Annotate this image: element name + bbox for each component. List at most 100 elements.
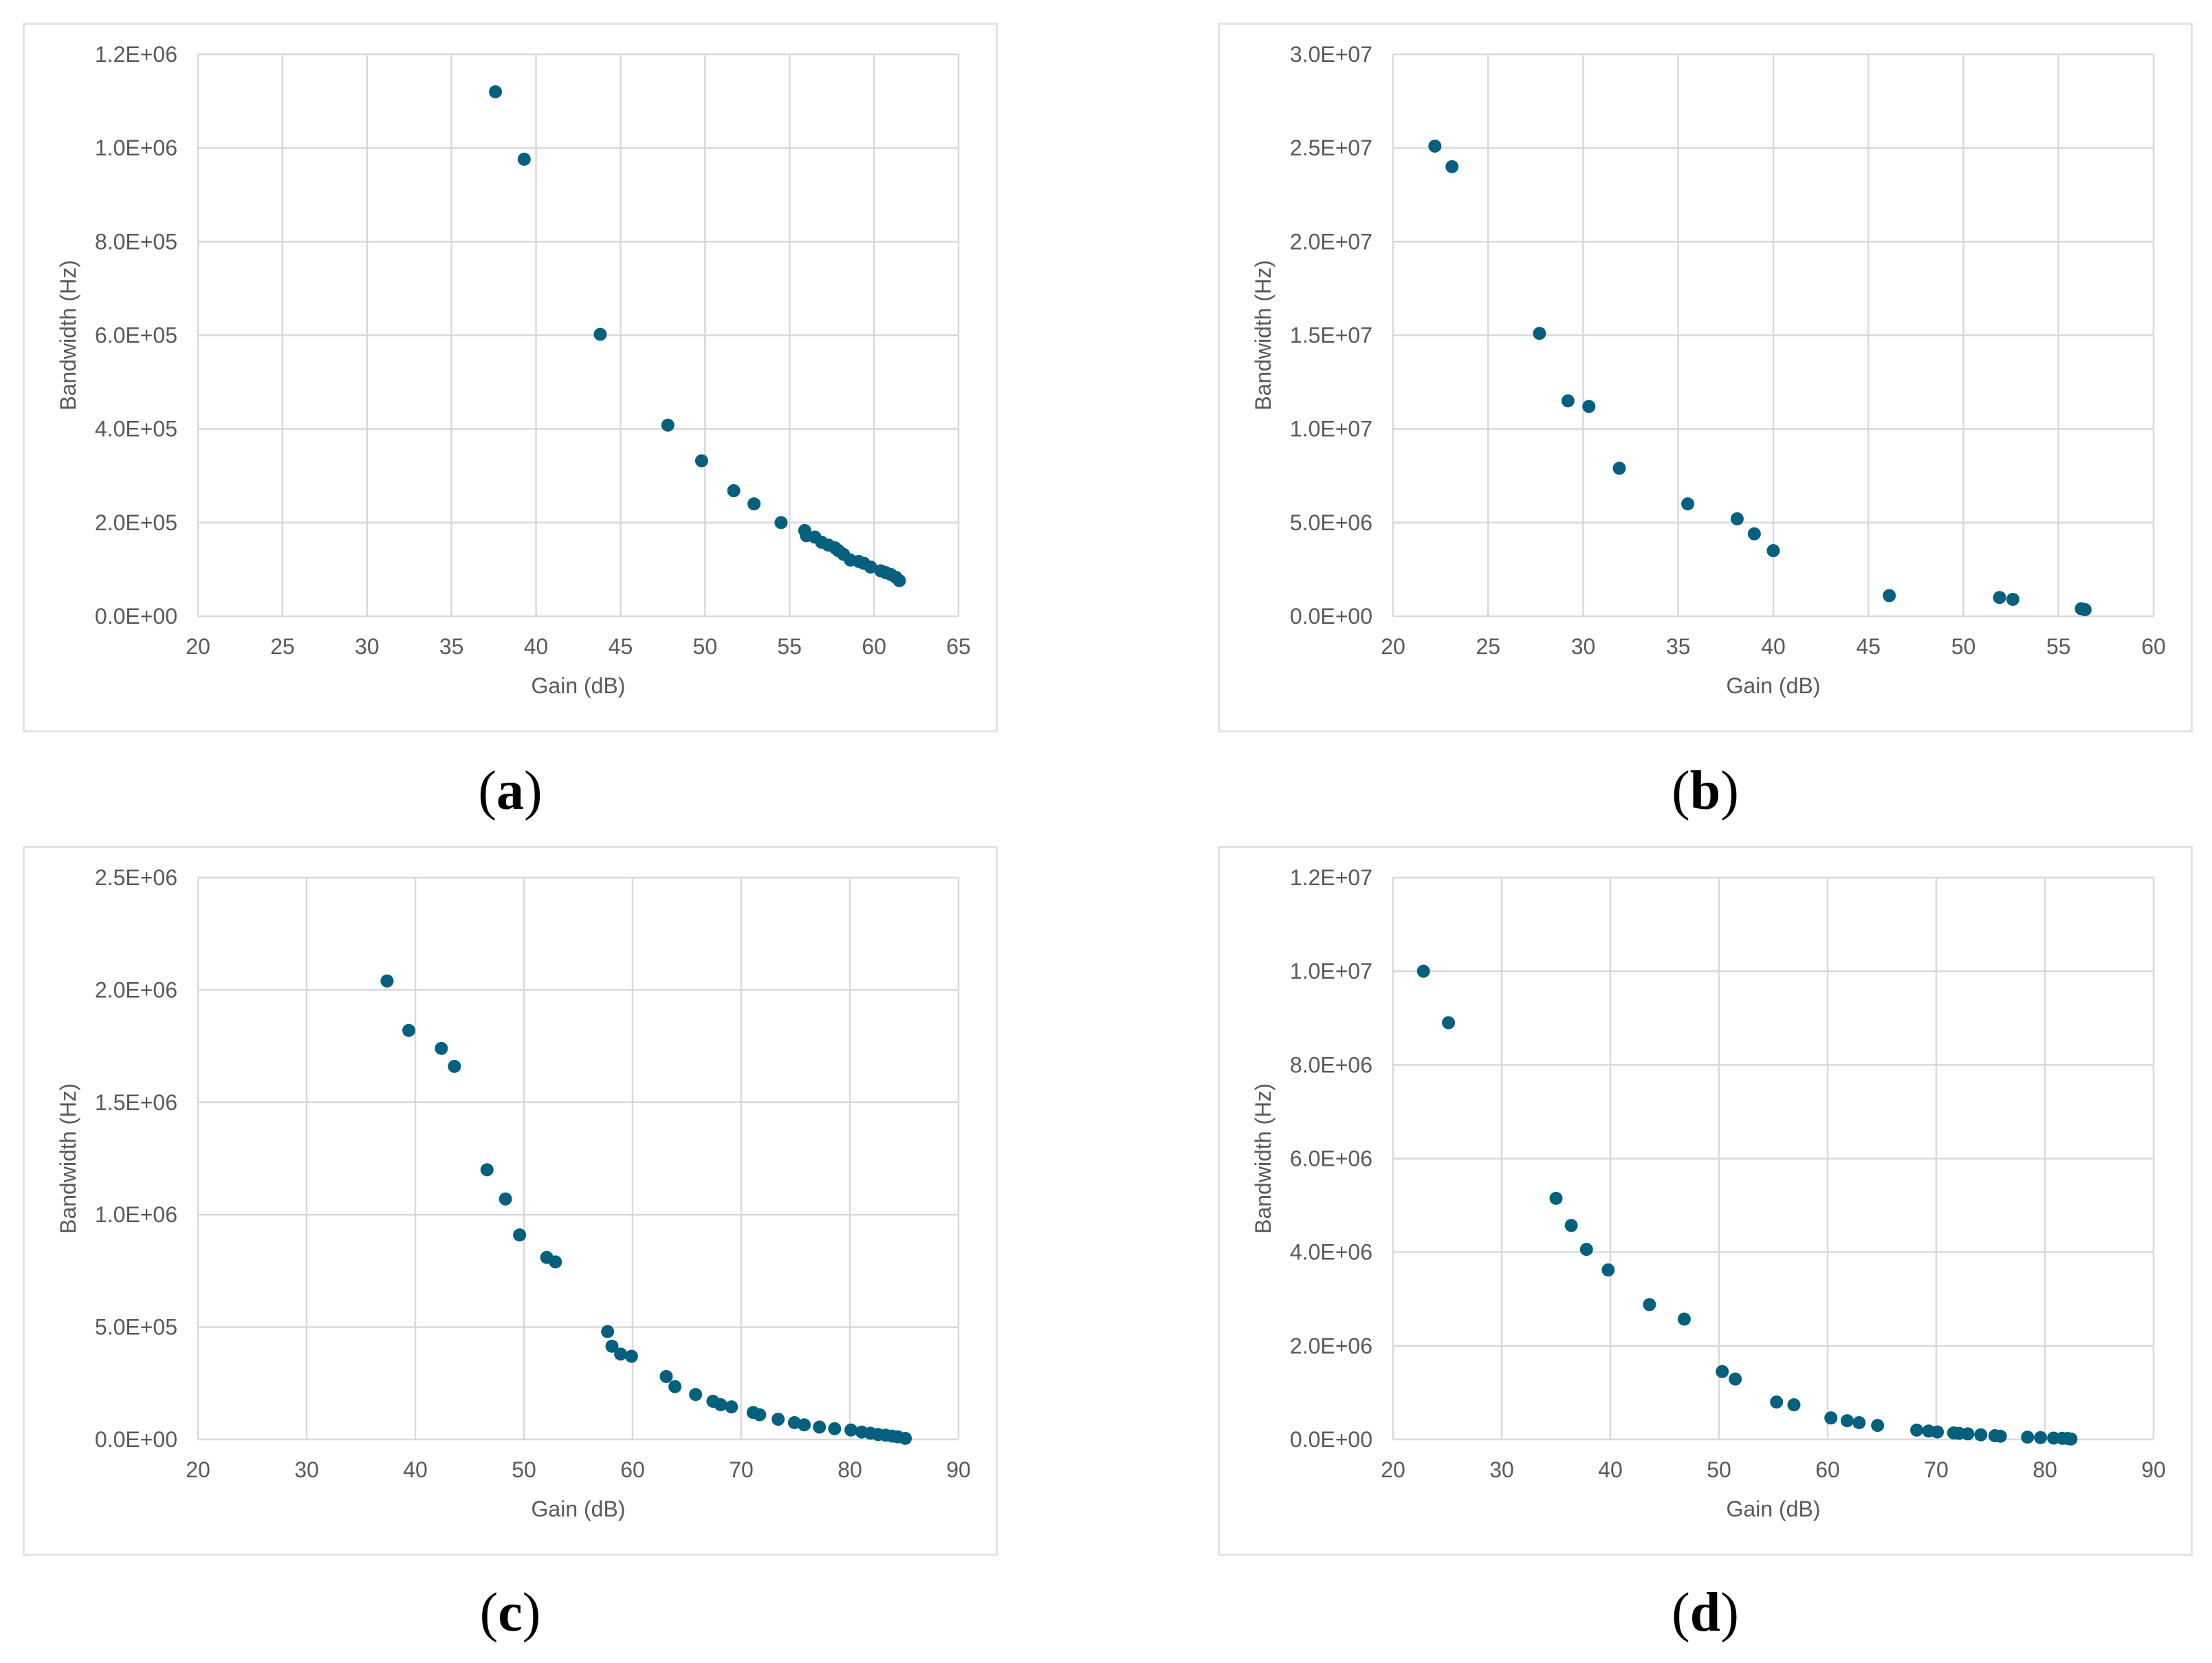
chart-c-point-20: [753, 1408, 767, 1422]
chart-a-xtick-label: 55: [777, 634, 802, 659]
chart-c-point-11: [614, 1347, 628, 1361]
chart-c-xtick-label: 60: [620, 1457, 645, 1482]
chart-c-xtick-label: 50: [512, 1457, 536, 1482]
chart-a-yaxis-label: Bandwidth (Hz): [56, 260, 80, 411]
chart-c-point-25: [828, 1422, 842, 1435]
chart-b-ytick-label: 1.5E+07: [1290, 323, 1372, 348]
chart-c-point-8: [549, 1255, 562, 1269]
chart-d-point-2: [1549, 1191, 1563, 1205]
chart-b-point-8: [1747, 527, 1761, 541]
chart-c-point-13: [659, 1369, 673, 1383]
chart-d-point-12: [1824, 1411, 1838, 1425]
chart-b-point-9: [1766, 544, 1780, 558]
chart-c-xtick-label: 70: [729, 1457, 754, 1482]
chart-a-xtick-label: 35: [439, 634, 464, 659]
chart-a-xtick-label: 45: [609, 634, 633, 659]
chart-panel-d: 20 30 40 50 60 70 80 90 0.0E+00 2.0E+06 4.0E+06 6.0…: [1218, 846, 2193, 1556]
chart-c-ytick-label: 1.5E+06: [95, 1090, 177, 1115]
chart-d-point-4: [1579, 1243, 1593, 1257]
chart-b-xtick-label: 30: [1571, 634, 1596, 659]
chart-c-point-22: [787, 1415, 801, 1429]
chart-a-svg: 20 25 30 35 40 45 50 55 60 65 0.0E+00 2.0E+05 4.0E+0…: [56, 42, 971, 698]
chart-a-ytick-label: 4.0E+05: [95, 417, 177, 442]
chart-d-ytick-label: 6.0E+06: [1290, 1146, 1372, 1171]
chart-panel-b: 20 25 30 35 40 45 50 55 60 0.0E+00 5.0E+06 1.0E+07 1…: [1218, 23, 2193, 732]
caption-b: (b): [1672, 761, 1739, 821]
chart-b-xtick-label: 45: [1856, 634, 1881, 659]
chart-a-point-5: [727, 484, 741, 498]
chart-d-ytick-label: 4.0E+06: [1290, 1240, 1372, 1265]
chart-a-ytick-label: 1.0E+06: [95, 135, 177, 160]
chart-d-point-7: [1677, 1312, 1691, 1326]
chart-b-xtick-label: 35: [1666, 634, 1691, 659]
chart-b-point-2: [1533, 327, 1546, 340]
chart-d-point-10: [1770, 1395, 1784, 1409]
chart-d-xtick-label: 90: [2141, 1457, 2166, 1482]
chart-c-point-5: [499, 1192, 512, 1206]
chart-d-xtick-label: 70: [1924, 1457, 1949, 1482]
chart-a-xtick-label: 40: [524, 634, 549, 659]
chart-c-point-2: [435, 1041, 448, 1055]
chart-d-xtick-label: 20: [1381, 1457, 1405, 1482]
chart-c-xtick-label: 90: [946, 1457, 971, 1482]
chart-a-point-6: [747, 497, 761, 511]
chart-b-point-4: [1582, 400, 1596, 413]
chart-c-ytick-label: 2.5E+06: [95, 865, 177, 890]
chart-b-ytick-label: 3.0E+07: [1290, 42, 1372, 67]
chart-d-point-1: [1442, 1016, 1456, 1030]
chart-a-point-0: [489, 85, 503, 98]
chart-c-xtick-label: 30: [294, 1457, 319, 1482]
chart-a-xtick-label: 25: [270, 634, 295, 659]
chart-d-xtick-label: 80: [2033, 1457, 2057, 1482]
chart-b-xaxis-label: Gain (dB): [1727, 673, 1821, 698]
chart-c-point-18: [725, 1400, 738, 1414]
caption-c: (c): [479, 1583, 541, 1643]
chart-b-yaxis-label: Bandwidth (Hz): [1251, 260, 1275, 411]
chart-d-point-6: [1643, 1298, 1656, 1312]
chart-c-point-21: [771, 1413, 785, 1426]
chart-d-ytick-label: 1.0E+07: [1290, 959, 1372, 983]
chart-b-svg: 20 25 30 35 40 45 50 55 60 0.0E+00 5.0E+06 1.0E+07 1…: [1251, 42, 2166, 698]
caption-a: (a): [478, 761, 543, 821]
chart-a-ytick-label: 0.0E+00: [95, 604, 177, 629]
chart-c-point-17: [714, 1398, 727, 1411]
chart-d-point-15: [1871, 1419, 1885, 1433]
chart-panel-a: 20 25 30 35 40 45 50 55 60 65 0.0E+00 2.0E+05 4.0E+0…: [23, 23, 998, 732]
chart-c-yaxis-label: Bandwidth (Hz): [56, 1083, 80, 1234]
chart-b-xtick-label: 50: [1951, 634, 1976, 659]
chart-a-point-19: [864, 561, 877, 574]
chart-c-point-23: [798, 1418, 811, 1432]
chart-d-point-13: [1840, 1414, 1854, 1428]
chart-c-point-26: [844, 1423, 858, 1437]
chart-d-point-16: [1910, 1423, 1924, 1437]
chart-c-point-0: [380, 974, 394, 988]
chart-b-xtick-label: 60: [2141, 634, 2166, 659]
chart-c-ytick-label: 1.0E+06: [95, 1202, 177, 1227]
chart-a-xaxis-label: Gain (dB): [532, 673, 626, 698]
chart-b-xtick-label: 55: [2046, 634, 2071, 659]
chart-d-xtick-label: 30: [1489, 1457, 1514, 1482]
chart-b-xtick-label: 25: [1476, 634, 1500, 659]
chart-d-ytick-label: 1.2E+07: [1290, 865, 1372, 890]
chart-d-point-9: [1729, 1372, 1742, 1386]
chart-c-point-15: [689, 1388, 703, 1402]
chart-a-xtick-label: 60: [862, 634, 886, 659]
chart-d-point-30: [2064, 1432, 2078, 1446]
chart-c-xtick-label: 80: [837, 1457, 862, 1482]
chart-b-point-14: [2078, 602, 2092, 616]
chart-b-point-11: [1993, 591, 2006, 605]
chart-d-point-0: [1416, 964, 1430, 978]
chart-b-xtick-label: 40: [1761, 634, 1786, 659]
chart-c-point-3: [448, 1060, 461, 1074]
chart-d-point-5: [1601, 1263, 1615, 1277]
chart-b-ytick-label: 2.0E+07: [1290, 229, 1372, 254]
chart-b-point-1: [1445, 160, 1459, 173]
chart-d-point-26: [2034, 1431, 2048, 1444]
chart-c-point-24: [813, 1420, 826, 1434]
chart-d-xaxis-label: Gain (dB): [1727, 1497, 1821, 1521]
chart-c-svg: 20 30 40 50 60 70 80 90 0.0E+00 5.0E+05 1.0E+06 1.5…: [56, 865, 971, 1521]
chart-b-point-5: [1612, 461, 1626, 475]
chart-c-point-12: [624, 1349, 638, 1363]
chart-d-point-8: [1716, 1365, 1729, 1378]
chart-c-point-14: [668, 1380, 682, 1393]
